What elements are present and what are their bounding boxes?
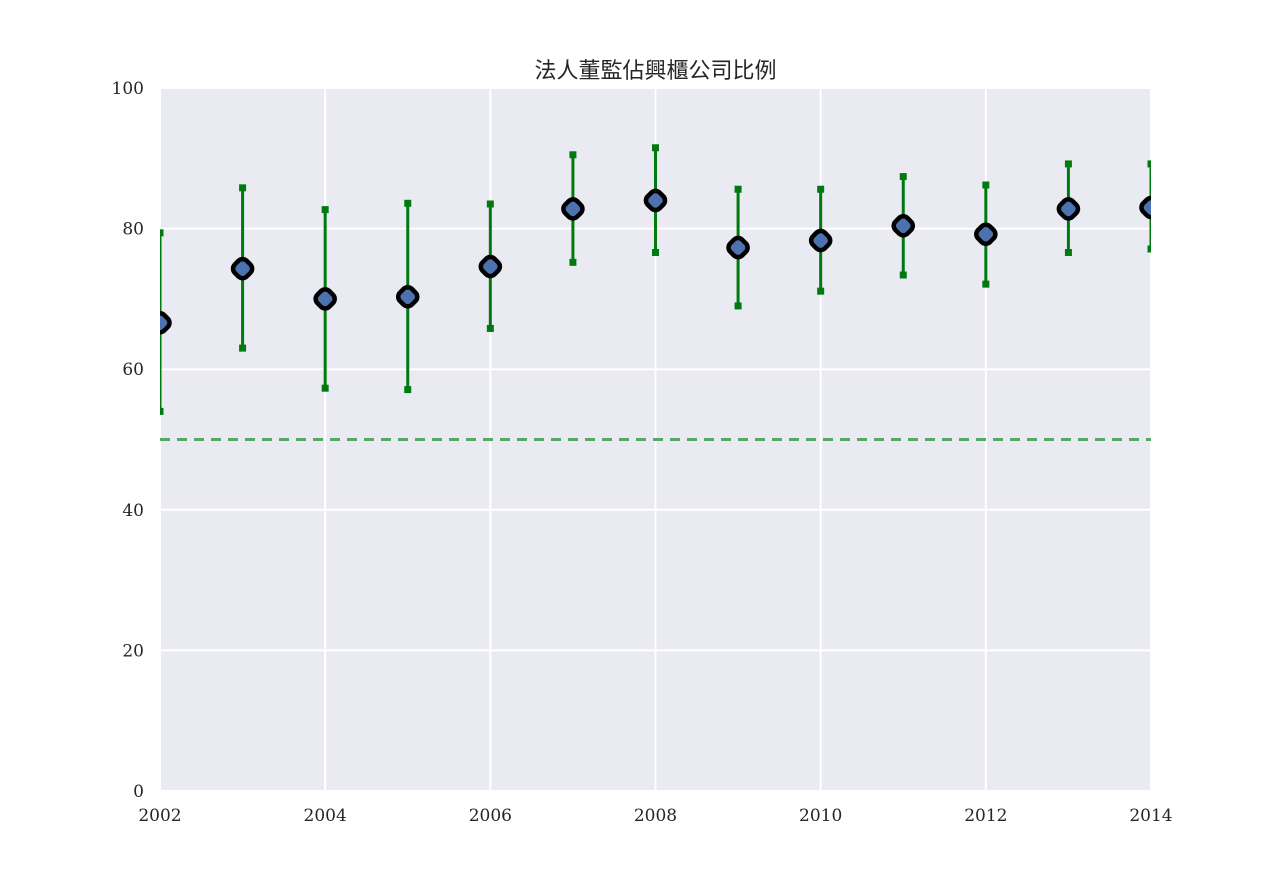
error-cap-high bbox=[321, 206, 329, 214]
x-tick-label: 2010 bbox=[799, 806, 842, 826]
error-cap-low bbox=[899, 271, 907, 279]
data-point bbox=[726, 235, 750, 260]
data-point bbox=[160, 311, 172, 335]
data-point bbox=[395, 285, 420, 309]
data-points bbox=[160, 188, 1151, 335]
error-cap-high bbox=[486, 200, 494, 208]
y-tick-label: 60 bbox=[122, 360, 144, 380]
y-tick-label: 40 bbox=[122, 501, 144, 521]
data-point bbox=[561, 197, 585, 221]
point-marker-center bbox=[403, 292, 412, 302]
error-bar bbox=[160, 229, 164, 415]
point-marker bbox=[1139, 195, 1151, 220]
error-bar bbox=[1147, 160, 1151, 253]
error-cap-high bbox=[899, 173, 907, 181]
x-tick-label: 2012 bbox=[964, 806, 1007, 826]
error-cap-low bbox=[817, 287, 825, 295]
point-marker-center bbox=[320, 294, 330, 304]
y-axis-ticks: 0 20 40 60 80 100 bbox=[112, 79, 144, 802]
data-point bbox=[478, 254, 503, 279]
x-tick-label: 2006 bbox=[469, 806, 512, 826]
error-cap-low bbox=[404, 386, 412, 394]
y-tick-label: 0 bbox=[133, 782, 144, 802]
error-cap-high bbox=[817, 185, 825, 193]
error-cap-low bbox=[734, 302, 742, 310]
data-point bbox=[643, 188, 668, 213]
error-cap-low bbox=[1147, 245, 1151, 253]
point-marker-center bbox=[486, 262, 495, 271]
y-tick-label: 20 bbox=[122, 641, 144, 661]
data-point bbox=[313, 287, 337, 311]
y-tick-label: 80 bbox=[122, 220, 144, 240]
data-point bbox=[1056, 197, 1081, 221]
error-cap-low bbox=[486, 324, 494, 332]
error-cap-low bbox=[569, 258, 577, 266]
error-cap-high bbox=[404, 199, 412, 207]
x-tick-label: 2008 bbox=[634, 806, 677, 826]
error-cap-high bbox=[1064, 160, 1072, 168]
x-tick-label: 2004 bbox=[304, 806, 347, 826]
data-point bbox=[808, 228, 833, 253]
x-tick-label: 2014 bbox=[1129, 806, 1172, 826]
error-cap-high bbox=[652, 144, 659, 152]
chart-title: 法人董監佔興櫃公司比例 bbox=[534, 59, 776, 84]
point-marker-center bbox=[238, 264, 247, 273]
error-cap-low bbox=[1064, 249, 1072, 257]
point-marker bbox=[160, 311, 172, 335]
data-point bbox=[974, 222, 998, 247]
point-marker-center bbox=[160, 318, 165, 328]
error-cap-low bbox=[982, 280, 990, 288]
error-cap-high bbox=[569, 151, 577, 159]
data-point bbox=[891, 214, 916, 238]
error-cap-high bbox=[239, 184, 247, 192]
error-cap-low bbox=[652, 249, 659, 257]
data-point bbox=[1139, 195, 1151, 220]
error-cap-high bbox=[982, 181, 990, 189]
x-axis-ticks: 2002 2004 2006 2008 2010 2012 2014 bbox=[138, 806, 1172, 826]
error-cap-low bbox=[160, 407, 164, 415]
data-point bbox=[230, 256, 255, 281]
error-cap-low bbox=[321, 384, 329, 392]
error-cap-high bbox=[160, 229, 164, 237]
x-tick-label: 2002 bbox=[138, 806, 181, 826]
error-cap-high bbox=[734, 185, 742, 193]
error-cap-low bbox=[239, 344, 247, 352]
y-tick-label: 100 bbox=[112, 79, 144, 99]
error-cap-high bbox=[1147, 160, 1151, 168]
